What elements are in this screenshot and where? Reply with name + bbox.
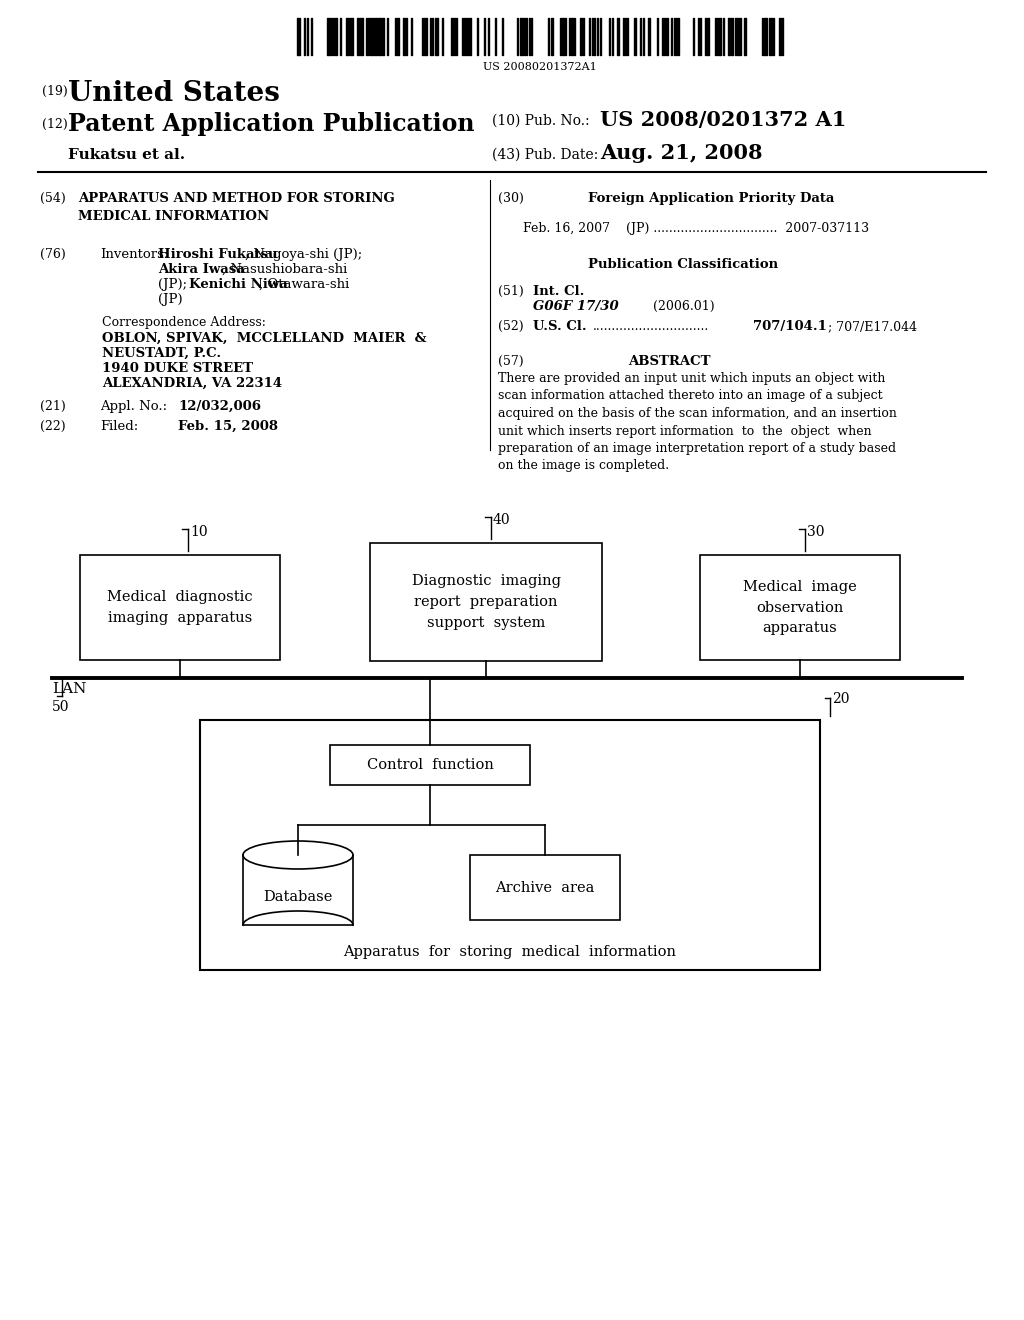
Text: Apparatus  for  storing  medical  information: Apparatus for storing medical informatio… [343, 945, 677, 960]
Text: APPARATUS AND METHOD FOR STORING
MEDICAL INFORMATION: APPARATUS AND METHOD FOR STORING MEDICAL… [78, 191, 394, 223]
Text: Archive  area: Archive area [496, 880, 595, 895]
Text: (22): (22) [40, 420, 66, 433]
Text: (52): (52) [498, 319, 523, 333]
Text: Database: Database [263, 890, 333, 904]
Text: (57): (57) [498, 355, 523, 368]
Text: , Nasushiobara-shi: , Nasushiobara-shi [222, 263, 347, 276]
Text: Patent Application Publication: Patent Application Publication [68, 112, 474, 136]
Text: 12/032,006: 12/032,006 [178, 400, 261, 413]
Text: (76): (76) [40, 248, 66, 261]
Text: OBLON, SPIVAK,  MCCLELLAND  MAIER  &: OBLON, SPIVAK, MCCLELLAND MAIER & [102, 333, 427, 345]
Text: United States: United States [68, 81, 280, 107]
Bar [330, 744, 530, 785]
Text: G06F 17/30: G06F 17/30 [534, 300, 618, 313]
Text: US 2008/0201372 A1: US 2008/0201372 A1 [600, 110, 847, 129]
Text: LAN: LAN [52, 682, 86, 696]
Text: Feb. 16, 2007    (JP) ................................  2007-037113: Feb. 16, 2007 (JP) .....................… [523, 222, 869, 235]
Text: , Otawara-shi: , Otawara-shi [259, 279, 349, 290]
Ellipse shape [243, 841, 353, 869]
Text: (51): (51) [498, 285, 523, 298]
Text: Feb. 15, 2008: Feb. 15, 2008 [178, 420, 278, 433]
Bar [200, 719, 820, 970]
Text: 50: 50 [52, 700, 70, 714]
Bar [243, 869, 353, 925]
Text: 10: 10 [190, 525, 208, 539]
Text: Hiroshi Fukatsu: Hiroshi Fukatsu [158, 248, 278, 261]
Text: (JP): (JP) [158, 293, 182, 306]
Text: Inventors:: Inventors: [100, 248, 168, 261]
Text: U.S. Cl.: U.S. Cl. [534, 319, 587, 333]
Text: ; 707/E17.044: ; 707/E17.044 [828, 319, 918, 333]
Text: 1940 DUKE STREET: 1940 DUKE STREET [102, 362, 253, 375]
Text: Control  function: Control function [367, 758, 494, 772]
Text: (54): (54) [40, 191, 66, 205]
Text: (2006.01): (2006.01) [653, 300, 715, 313]
Text: US 20080201372A1: US 20080201372A1 [483, 62, 597, 73]
Bar [700, 554, 900, 660]
Text: Aug. 21, 2008: Aug. 21, 2008 [600, 143, 763, 162]
Text: 707/104.1: 707/104.1 [753, 319, 826, 333]
Bar [80, 554, 280, 660]
Text: 20: 20 [831, 692, 850, 706]
Text: (12): (12) [42, 117, 68, 131]
Bar [470, 855, 620, 920]
Text: Filed:: Filed: [100, 420, 138, 433]
Bar [370, 543, 602, 661]
Text: (30): (30) [498, 191, 524, 205]
Text: , Nagoya-shi (JP);: , Nagoya-shi (JP); [245, 248, 362, 261]
Text: (21): (21) [40, 400, 66, 413]
Text: Kenichi Niwa: Kenichi Niwa [189, 279, 288, 290]
Text: Fukatsu et al.: Fukatsu et al. [68, 148, 185, 162]
Text: 40: 40 [493, 513, 511, 527]
Text: Appl. No.:: Appl. No.: [100, 400, 167, 413]
Text: Publication Classification: Publication Classification [588, 257, 778, 271]
Text: There are provided an input unit which inputs an object with
scan information at: There are provided an input unit which i… [498, 372, 897, 473]
Text: NEUSTADT, P.C.: NEUSTADT, P.C. [102, 347, 221, 360]
Text: Diagnostic  imaging
report  preparation
support  system: Diagnostic imaging report preparation su… [412, 574, 560, 630]
Text: Foreign Application Priority Data: Foreign Application Priority Data [588, 191, 835, 205]
Text: Akira Iwasa: Akira Iwasa [158, 263, 245, 276]
Text: 30: 30 [807, 525, 824, 539]
Text: (10) Pub. No.:: (10) Pub. No.: [492, 114, 590, 128]
Text: Correspondence Address:: Correspondence Address: [102, 315, 266, 329]
Text: ..............................: .............................. [593, 319, 710, 333]
Text: Medical  image
observation
apparatus: Medical image observation apparatus [743, 579, 857, 635]
Text: ALEXANDRIA, VA 22314: ALEXANDRIA, VA 22314 [102, 378, 283, 389]
Text: Medical  diagnostic
imaging  apparatus: Medical diagnostic imaging apparatus [108, 590, 253, 624]
Text: ABSTRACT: ABSTRACT [628, 355, 711, 368]
Text: (43) Pub. Date:: (43) Pub. Date: [492, 148, 598, 162]
Text: Int. Cl.: Int. Cl. [534, 285, 585, 298]
Text: (19): (19) [42, 84, 68, 98]
Text: (JP);: (JP); [158, 279, 191, 290]
